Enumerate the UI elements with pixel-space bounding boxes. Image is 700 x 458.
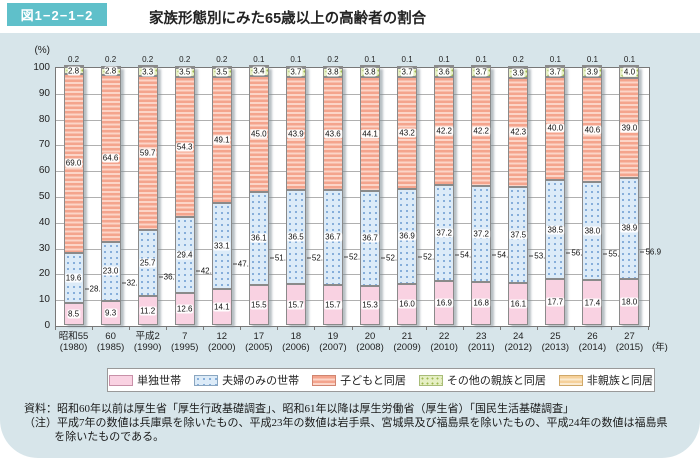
value-label-living-with-non-relatives: 0.1 bbox=[549, 55, 561, 64]
value-label-living-with-non-relatives: 0.1 bbox=[475, 55, 487, 64]
x-axis-era-label: 21 bbox=[401, 331, 413, 342]
y-tick-label: 0 bbox=[44, 320, 50, 331]
x-axis-year-label: (1990) bbox=[133, 342, 162, 353]
y-tick-label: 30 bbox=[38, 242, 50, 254]
legend-swatch-living-with-non-relatives bbox=[558, 374, 583, 386]
legend-item-living-with-children: 子どもと同居 bbox=[312, 372, 406, 388]
source-note: 資料：昭和60年以前は厚生省「厚生行政基礎調査」、昭和61年以降は厚生労働省（厚… bbox=[24, 403, 574, 415]
x-axis-era-label: 20 bbox=[364, 331, 376, 342]
x-axis-year-label: (2009) bbox=[393, 342, 421, 353]
x-axis-era-label: 25 bbox=[550, 331, 561, 342]
legend-swatch-couple-only-household bbox=[194, 374, 219, 386]
value-label-living-with-non-relatives: 0.1 bbox=[586, 55, 598, 64]
x-axis-era-label: 19 bbox=[327, 331, 339, 342]
gridline bbox=[56, 93, 649, 95]
x-axis-year-label: (2008) bbox=[356, 342, 384, 353]
y-tick-label: 50 bbox=[38, 191, 50, 202]
page-title: 家族形態別にみた65歳以上の高齢者の割合 bbox=[149, 11, 427, 27]
gridline bbox=[56, 171, 649, 173]
legend-item-living-with-non-relatives: 非親族と同居 bbox=[558, 372, 653, 388]
gridline bbox=[56, 248, 649, 250]
y-tick-label: 70 bbox=[38, 139, 50, 151]
x-axis-year-label: (2012) bbox=[504, 342, 533, 353]
legend-item-single-household: 単独世帯 bbox=[109, 372, 181, 388]
x-axis-year-label: (2006) bbox=[282, 342, 310, 353]
x-axis-era-label: 27 bbox=[624, 331, 635, 342]
legend-swatch-single-household bbox=[109, 374, 134, 386]
figure-number-badge: 図1−2−1−2 bbox=[7, 3, 107, 26]
x-axis-year-label: (2011) bbox=[467, 342, 495, 353]
x-axis-era-label: 18 bbox=[290, 331, 302, 342]
value-label-living-with-non-relatives: 0.2 bbox=[179, 55, 191, 64]
legend: 単独世帯 夫婦のみの世帯 子どもと同居 その他の親族と同居 非親族と同居 bbox=[107, 368, 655, 392]
x-axis-year-label: (1995) bbox=[170, 342, 199, 353]
x-axis-year-label: (2010) bbox=[430, 342, 458, 353]
legend-label-living-with-other-relatives: その他の親族と同居 bbox=[446, 375, 546, 387]
x-axis-era-label: 60 bbox=[105, 331, 116, 342]
y-tick-label: 100 bbox=[33, 62, 50, 73]
x-axis-era-label: 24 bbox=[512, 331, 524, 342]
x-axis-year-label: (2000) bbox=[208, 342, 236, 353]
value-label-living-with-non-relatives: 0.2 bbox=[327, 55, 339, 64]
gridline bbox=[56, 300, 649, 302]
legend-swatch-living-with-children bbox=[312, 374, 337, 386]
x-axis-year-label: (2015) bbox=[615, 342, 644, 353]
value-label-living-with-non-relatives: 0.1 bbox=[290, 55, 302, 65]
x-axis-year-label: (2014) bbox=[578, 342, 607, 353]
x-axis-era-label: 22 bbox=[438, 331, 450, 342]
value-label-living-with-non-relatives: 0.1 bbox=[364, 55, 376, 64]
y-tick-label: 90 bbox=[38, 87, 50, 99]
x-axis-era-label: 7 bbox=[182, 331, 188, 342]
value-label-living-with-non-relatives: 0.1 bbox=[623, 55, 636, 64]
y-tick-label: 10 bbox=[38, 294, 50, 306]
data-note: （注）平成7年の数値は兵庫県を除いたもの、平成23年の数値は岩手県、宮城県及び福… bbox=[24, 417, 668, 443]
x-axis-year-label: (2013) bbox=[541, 342, 570, 353]
x-axis-year-label: (2005) bbox=[245, 342, 273, 353]
x-axis-year-label: (1980) bbox=[59, 342, 88, 353]
x-axis-era-label: 17 bbox=[253, 331, 265, 342]
legend-item-living-with-other-relatives: その他の親族と同居 bbox=[418, 372, 546, 388]
y-tick-label: 80 bbox=[38, 113, 50, 125]
value-label-living-with-non-relatives: 0.1 bbox=[438, 55, 450, 64]
gridline bbox=[56, 197, 649, 198]
x-axis-year-label: (1985) bbox=[96, 342, 125, 353]
value-label-living-with-non-relatives: 0.2 bbox=[105, 55, 117, 65]
legend-label-couple-only-household: 夫婦のみの世帯 bbox=[222, 375, 300, 387]
legend-label-single-household: 単独世帯 bbox=[137, 375, 182, 387]
gridline bbox=[56, 119, 649, 121]
x-axis-era-label: 23 bbox=[475, 331, 487, 342]
value-label-living-with-non-relatives: 0.2 bbox=[142, 54, 154, 64]
x-axis-era-label: 26 bbox=[587, 331, 598, 342]
y-axis-unit-label: (%) bbox=[34, 45, 50, 56]
x-axis-year-label: (2007) bbox=[319, 342, 347, 353]
value-label-living-with-non-relatives: 0.2 bbox=[512, 55, 524, 64]
legend-item-couple-only-household: 夫婦のみの世帯 bbox=[194, 372, 299, 388]
x-axis-era-label: 12 bbox=[216, 331, 228, 342]
x-axis-era-label: 昭和55 bbox=[58, 331, 89, 342]
gridline bbox=[56, 222, 649, 224]
x-axis-era-label: 平成2 bbox=[135, 331, 160, 342]
chart-panel: (%) 0 10 20 30 40 50 60 70 80 90 100 8.5 19.6 69.0 2.8… bbox=[0, 33, 700, 458]
legend-label-living-with-non-relatives: 非親族と同居 bbox=[586, 375, 653, 387]
x-axis-unit-label: (年) bbox=[652, 342, 668, 353]
value-label-living-with-non-relatives: 0.1 bbox=[401, 55, 413, 65]
footnotes: 資料：昭和60年以前は厚生省「厚生行政基礎調査」、昭和61年以降は厚生労働省（厚… bbox=[24, 402, 676, 444]
y-tick-label: 40 bbox=[38, 216, 50, 228]
value-label-living-with-non-relatives: 0.1 bbox=[253, 54, 265, 64]
value-label-living-with-non-relatives: 0.2 bbox=[216, 55, 228, 64]
value-label-living-with-non-relatives: 0.2 bbox=[67, 54, 80, 64]
y-tick-label: 60 bbox=[38, 165, 50, 177]
plot-area bbox=[55, 67, 650, 327]
legend-swatch-living-with-other-relatives bbox=[418, 374, 443, 386]
gridline bbox=[56, 145, 649, 147]
legend-label-living-with-children: 子どもと同居 bbox=[340, 375, 406, 387]
y-tick-label: 20 bbox=[38, 268, 50, 280]
gridline bbox=[56, 274, 649, 276]
